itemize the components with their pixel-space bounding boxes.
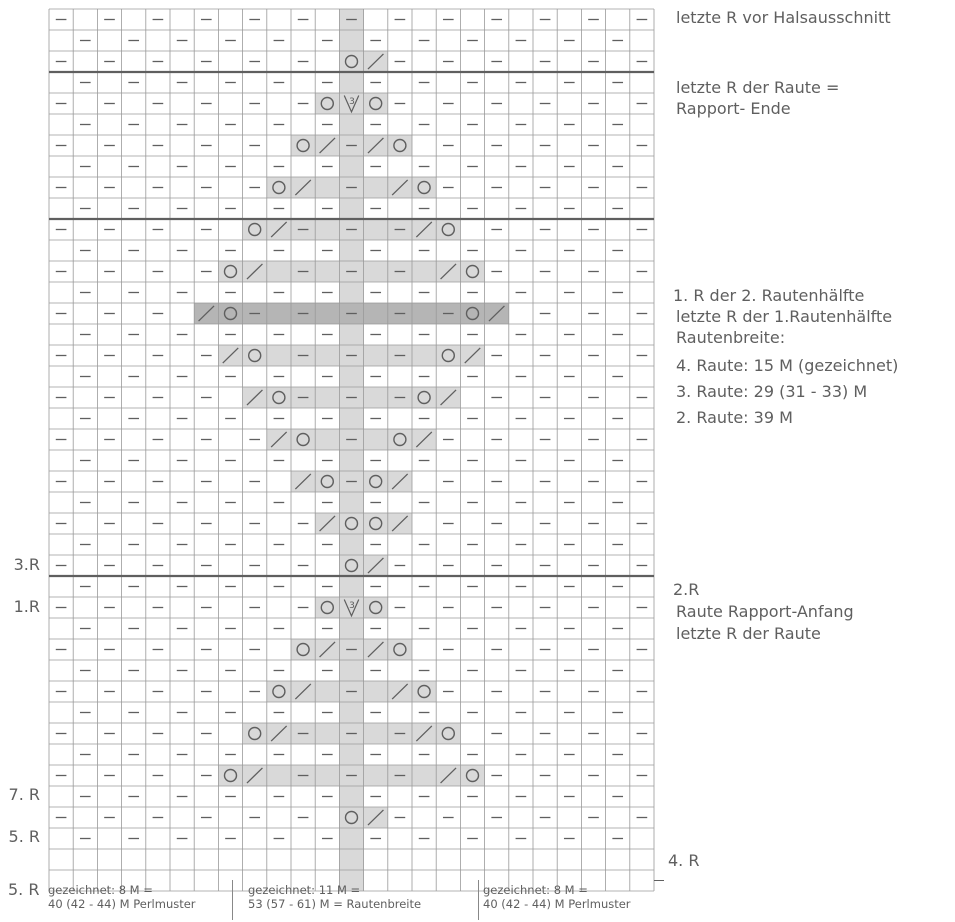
yarn-over-circle bbox=[441, 726, 455, 741]
yarn-over-circle bbox=[441, 348, 455, 363]
yarn-over-circle bbox=[344, 558, 359, 573]
label-row-5: 5. R bbox=[8, 827, 40, 846]
yarn-over-circle bbox=[369, 516, 383, 531]
decrease-slash bbox=[319, 641, 336, 658]
yarn-over-circle bbox=[296, 432, 310, 447]
yarn-over-circle bbox=[441, 222, 455, 237]
label-diamond-4-width: 4. Raute: 15 M (gezeichnet) bbox=[676, 356, 899, 375]
decrease-slash bbox=[270, 725, 288, 742]
yarn-over-circle bbox=[393, 138, 407, 153]
decrease-slash bbox=[294, 683, 312, 700]
label-row-1: 1.R bbox=[13, 597, 40, 616]
label-first-row-second-half: 1. R der 2. Rautenhälfte bbox=[673, 286, 865, 305]
triple-decrease-number: 3 bbox=[349, 601, 355, 611]
decrease-slash bbox=[415, 431, 433, 448]
shaded-band bbox=[315, 597, 388, 618]
yarn-over-circle bbox=[272, 180, 286, 195]
decrease-slash bbox=[415, 725, 433, 742]
label-last-row-of-diamond: letzte R der Raute = bbox=[676, 78, 840, 97]
yarn-over-circle bbox=[369, 474, 383, 489]
decrease-slash bbox=[319, 137, 336, 154]
decrease-slash bbox=[367, 557, 384, 574]
label-row-4: 4. R bbox=[668, 851, 700, 870]
decrease-slash bbox=[391, 473, 409, 490]
shaded-band bbox=[315, 93, 388, 114]
label-last-row-before-neckline: letzte R vor Halsausschnitt bbox=[676, 8, 891, 27]
label-row-3: 3.R bbox=[13, 555, 40, 574]
decrease-slash bbox=[246, 389, 263, 406]
footer-separator-right bbox=[478, 880, 479, 920]
footer-left-line2: 40 (42 - 44) M Perlmuster bbox=[48, 897, 196, 911]
decrease-slash bbox=[391, 515, 409, 532]
yarn-over-circle bbox=[393, 432, 407, 447]
yarn-over-circle bbox=[465, 306, 480, 321]
label-last-row-of-diamond-lower: letzte R der Raute bbox=[676, 624, 821, 643]
decrease-slash bbox=[198, 305, 215, 322]
label-row-7: 7. R bbox=[8, 785, 40, 804]
footer-right-line1: gezeichnet: 8 M = bbox=[483, 883, 588, 897]
decrease-slash bbox=[294, 473, 312, 490]
decrease-slash bbox=[270, 221, 288, 238]
decrease-slash bbox=[367, 641, 384, 658]
yarn-over-circle bbox=[320, 96, 334, 111]
triple-decrease-chevron bbox=[343, 599, 360, 618]
label-repeat-end: Rapport- Ende bbox=[676, 99, 791, 118]
yarn-over-circle bbox=[465, 768, 480, 783]
decrease-slash bbox=[319, 515, 336, 532]
decrease-slash bbox=[367, 53, 384, 70]
yarn-over-circle bbox=[393, 642, 407, 657]
decrease-slash bbox=[391, 179, 409, 196]
decrease-slash bbox=[367, 137, 384, 154]
yarn-over-circle bbox=[417, 180, 431, 195]
decrease-slash bbox=[488, 305, 505, 322]
decrease-slash bbox=[440, 263, 457, 280]
triple-decrease-number: 3 bbox=[349, 97, 355, 107]
footer-row-label: 5. R bbox=[8, 880, 40, 899]
decrease-slash bbox=[415, 221, 433, 238]
yarn-over-circle bbox=[344, 54, 359, 69]
yarn-over-circle bbox=[344, 516, 359, 531]
yarn-over-circle bbox=[320, 474, 334, 489]
decrease-slash bbox=[440, 389, 457, 406]
yarn-over-circle bbox=[344, 810, 359, 825]
decrease-slash bbox=[294, 179, 312, 196]
label-diamond-2-width: 2. Raute: 39 M bbox=[676, 408, 793, 427]
yarn-over-circle bbox=[417, 684, 431, 699]
yarn-over-circle bbox=[247, 222, 262, 237]
yarn-over-circle bbox=[465, 264, 480, 279]
yarn-over-circle bbox=[272, 390, 286, 405]
footer-middle-line2: 53 (57 - 61) M = Rautenbreite bbox=[248, 897, 422, 911]
yarn-over-circle bbox=[223, 768, 238, 783]
decrease-slash bbox=[246, 767, 263, 784]
footer-left-line1: gezeichnet: 8 M = bbox=[48, 883, 153, 897]
label-diamond-3-width: 3. Raute: 29 (31 - 33) M bbox=[676, 382, 868, 401]
decrease-slash bbox=[367, 809, 384, 826]
label-last-row-first-half: letzte R der 1.Rautenhälfte bbox=[676, 307, 893, 326]
yarn-over-circle bbox=[223, 306, 238, 321]
label-row-2: 2.R bbox=[673, 580, 700, 599]
yarn-over-circle bbox=[369, 600, 383, 615]
footer-separator-left bbox=[232, 880, 233, 920]
yarn-over-circle bbox=[296, 138, 310, 153]
label-repeat-start: Raute Rapport-Anfang bbox=[676, 602, 854, 621]
yarn-over-circle bbox=[247, 726, 262, 741]
footer-right-line2: 40 (42 - 44) M Perlmuster bbox=[483, 897, 631, 911]
yarn-over-circle bbox=[417, 390, 431, 405]
yarn-over-circle bbox=[296, 642, 310, 657]
yarn-over-circle bbox=[320, 600, 334, 615]
decrease-slash bbox=[270, 431, 288, 448]
decrease-slash bbox=[391, 683, 409, 700]
footer-middle-line1: gezeichnet: 11 M = bbox=[248, 883, 361, 897]
yarn-over-circle bbox=[223, 264, 238, 279]
yarn-over-circle bbox=[369, 96, 383, 111]
decrease-slash bbox=[464, 347, 481, 364]
decrease-slash bbox=[222, 347, 239, 364]
label-diamond-width-heading: Rautenbreite: bbox=[676, 328, 786, 347]
decrease-slash bbox=[440, 767, 457, 784]
decrease-slash bbox=[246, 263, 263, 280]
yarn-over-circle bbox=[272, 684, 286, 699]
yarn-over-circle bbox=[247, 348, 262, 363]
triple-decrease-chevron bbox=[343, 95, 360, 114]
